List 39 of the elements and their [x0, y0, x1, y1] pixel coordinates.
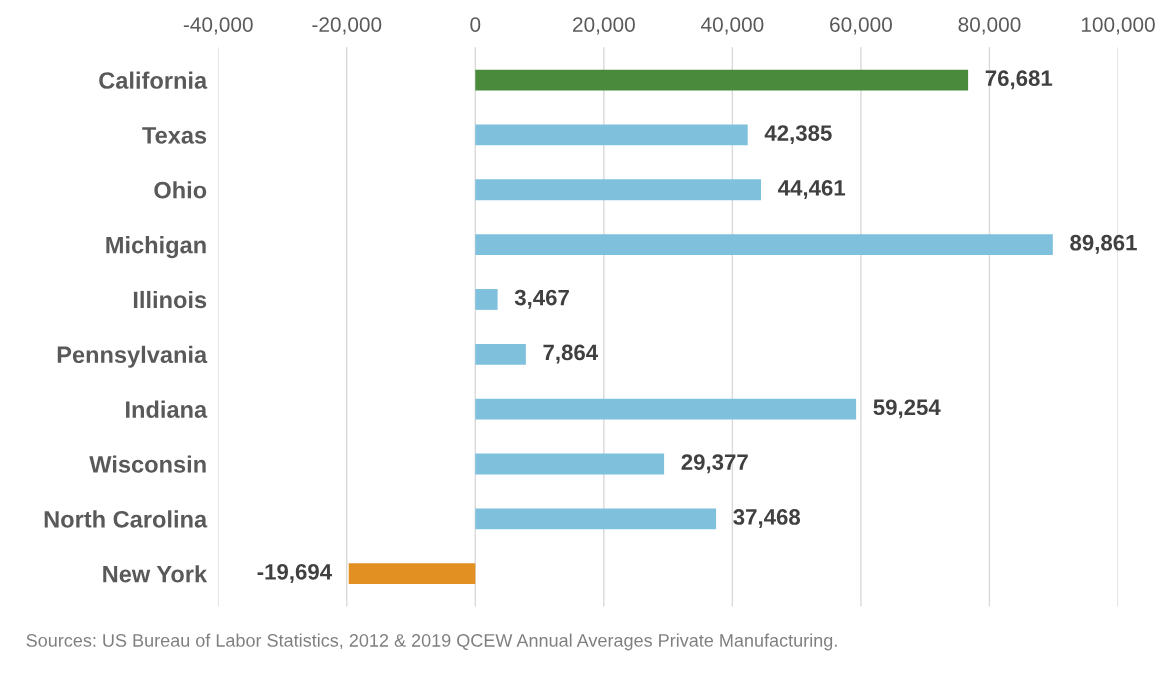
y-tick-label: California [99, 71, 208, 89]
bar [475, 289, 498, 310]
data-label: 76,681 [985, 70, 1053, 90]
x-tick-label: -40,000 [183, 17, 253, 35]
data-label: 7,864 [543, 344, 598, 364]
bar [475, 234, 1053, 256]
bar [475, 69, 969, 91]
data-label: 59,254 [873, 399, 941, 419]
x-tick-label: 80,000 [958, 17, 1021, 35]
x-tick-label: 100,000 [1081, 17, 1155, 35]
y-tick-label: Indiana [126, 400, 208, 418]
data-label: -19,694 [257, 563, 332, 583]
bar [475, 343, 526, 365]
bar [475, 508, 717, 530]
data-label: 29,377 [681, 454, 748, 474]
x-tick-label: 20,000 [573, 17, 635, 35]
bar [475, 453, 665, 475]
source-note: Sources: US Bureau of Labor Statistics, 2012 & 2019 QCEW Annual Averages Private Manufacturing. [26, 633, 837, 651]
bar [475, 179, 762, 201]
bar [475, 124, 748, 146]
data-label: 89,861 [1070, 234, 1137, 254]
x-tick-label: 60,000 [830, 17, 892, 35]
x-tick-label: 0 [470, 17, 481, 32]
y-tick-label: Pennsylvania [57, 345, 208, 368]
y-tick-label: Texas [142, 127, 207, 144]
bar [348, 563, 476, 585]
y-tick-label: North Carolina [44, 510, 208, 528]
data-label: 37,468 [733, 509, 801, 529]
data-label: 44,461 [778, 180, 846, 199]
bar [475, 398, 857, 420]
x-tick-label: -20,000 [312, 17, 382, 35]
y-tick-label: Ohio [154, 181, 207, 199]
y-tick-label: Michigan [106, 236, 206, 259]
data-label: 3,467 [514, 289, 569, 309]
y-tick-label: New York [103, 565, 208, 583]
x-tick-label: 40,000 [701, 17, 764, 35]
y-tick-label: Illinois [133, 290, 207, 309]
data-label: 42,385 [764, 125, 832, 145]
y-tick-label: Wisconsin [89, 455, 206, 473]
